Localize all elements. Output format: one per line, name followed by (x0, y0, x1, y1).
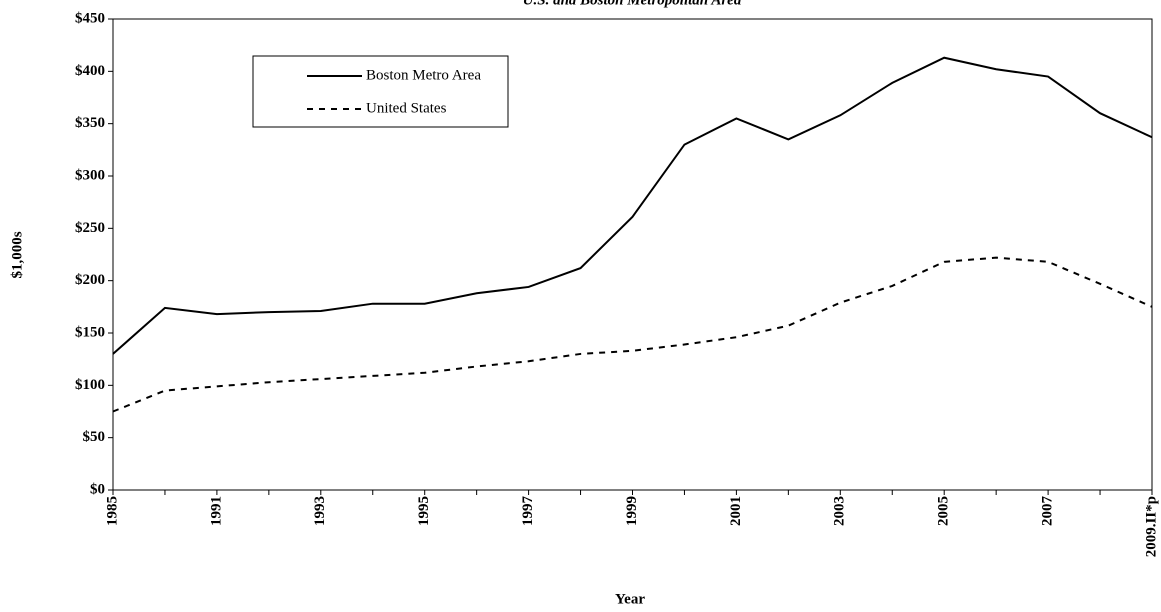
line-series (112, 56, 1153, 355)
x-tick-label: 2001 (728, 496, 744, 526)
x-tick-label: 1985 (104, 496, 120, 526)
x-tick-label: 2007 (1040, 496, 1056, 527)
legend-box (252, 55, 509, 128)
legend-label: United States (366, 100, 447, 116)
y-tick-label: $50 (83, 429, 106, 445)
x-tick-label: 1991 (208, 496, 224, 526)
x-tick-label: 1995 (416, 496, 432, 526)
y-tick-label: $0 (90, 481, 105, 497)
x-tick-label: 1993 (312, 496, 328, 526)
y-tick-label: $350 (75, 115, 105, 131)
y-tick-label: $200 (75, 272, 105, 288)
x-axis-label: Year (615, 591, 645, 607)
chart-title: U.S. and Boston Metropolitan Area (523, 0, 742, 8)
x-tick-label: 2009.II*p (1143, 496, 1159, 557)
y-tick-label: $400 (75, 63, 105, 79)
x-tick-label: 1997 (520, 496, 536, 527)
line-series (112, 256, 1153, 413)
y-tick-label: $150 (75, 324, 105, 340)
y-tick-label: $300 (75, 167, 105, 183)
legend-label: Boston Metro Area (366, 67, 481, 83)
x-tick-label: 2005 (936, 496, 952, 526)
y-tick-label: $450 (75, 10, 105, 26)
y-tick-label: $100 (75, 377, 105, 393)
y-axis-label: $1,000s (9, 231, 25, 278)
x-tick-label: 1999 (624, 496, 640, 526)
y-tick-label: $250 (75, 220, 105, 236)
x-tick-label: 2003 (832, 496, 848, 526)
